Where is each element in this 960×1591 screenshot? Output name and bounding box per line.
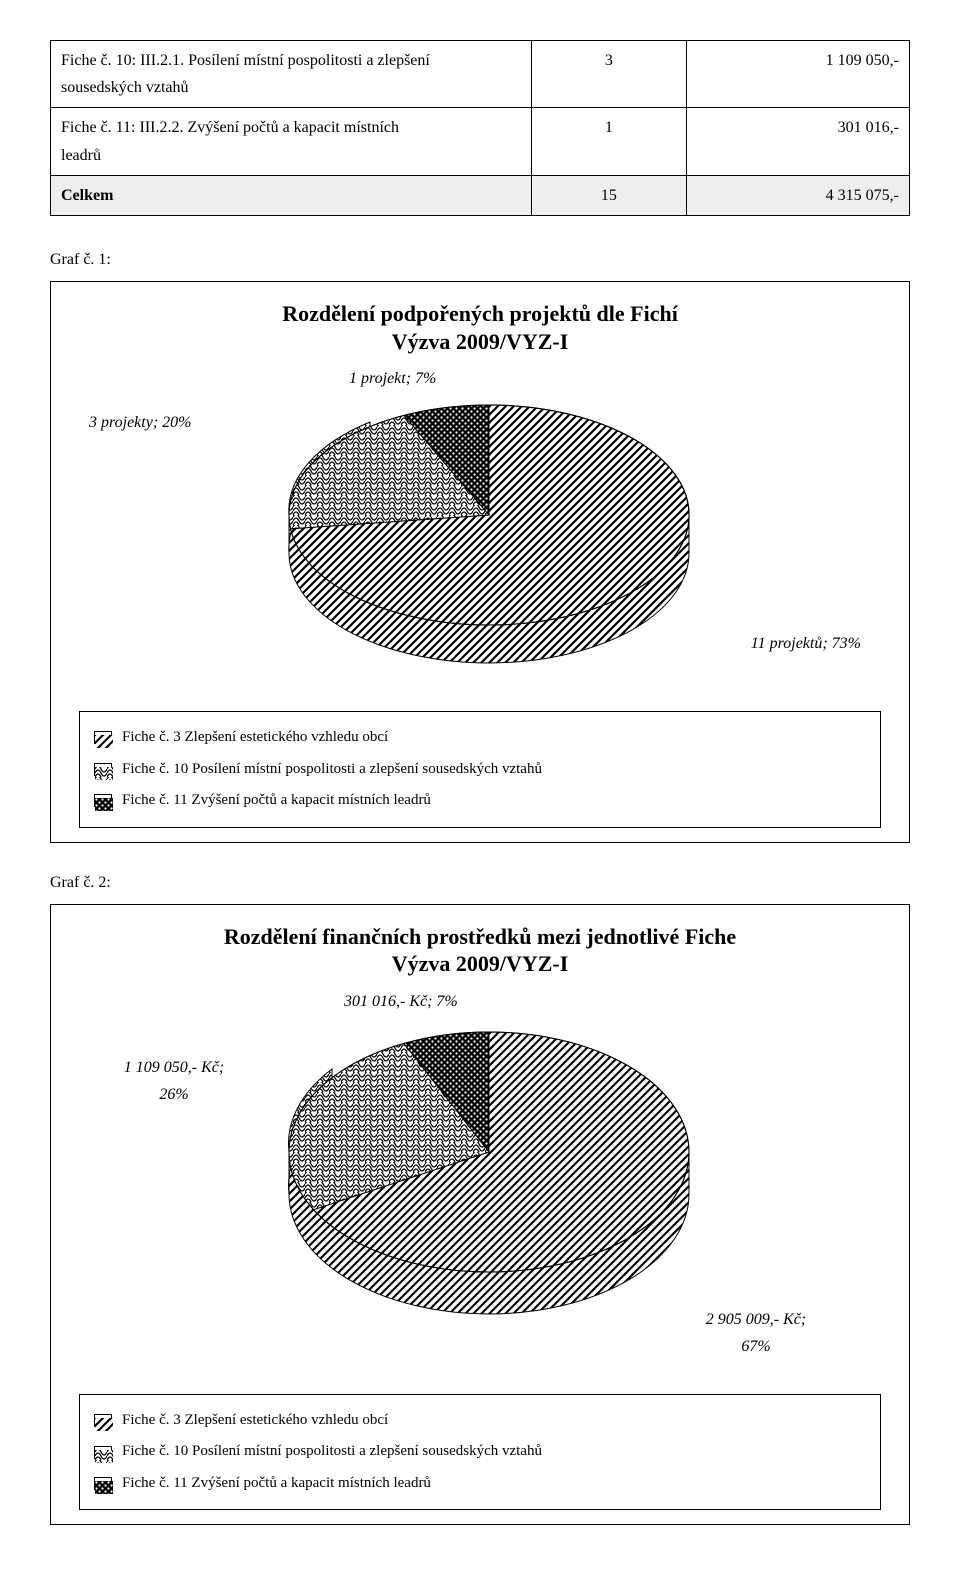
chart2-callout-left: 1 109 050,- Kč; 26% — [89, 1054, 259, 1108]
total-label: Celkem — [51, 175, 532, 215]
legend-label: Fiche č. 3 Zlepšení estetického vzhledu … — [122, 725, 388, 751]
row-amount: 1 109 050,- — [686, 41, 909, 108]
table-row: Fiche č. 10: III.2.1. Posílení místní po… — [51, 41, 910, 108]
chart2-callout-top: 301 016,- Kč; 7% — [344, 988, 458, 1015]
chart1-callout-top: 1 projekt; 7% — [349, 365, 436, 392]
chart1-legend: Fiche č. 3 Zlepšení estetického vzhledu … — [79, 711, 881, 828]
chart2-callout-left-l1: 1 109 050,- Kč; — [124, 1059, 224, 1076]
legend-item: Fiche č. 3 Zlepšení estetického vzhledu … — [94, 1405, 866, 1437]
row-count: 1 — [532, 108, 687, 175]
pie-chart-1-svg — [269, 395, 709, 675]
chart1-title-l1: Rozdělení podpořených projektů dle Fichí — [282, 301, 678, 326]
chart2-frame: Rozdělení finančních prostředků mezi jed… — [50, 904, 910, 1526]
desc-line2: leadrů — [61, 147, 101, 164]
chart2-area: 301 016,- Kč; 7% 1 109 050,- Kč; 26% — [79, 988, 881, 1388]
graf1-label: Graf č. 1: — [50, 246, 910, 273]
row-amount: 301 016,- — [686, 108, 909, 175]
chart1-title: Rozdělení podpořených projektů dle Fichí… — [79, 300, 881, 355]
legend-label: Fiche č. 10 Posílení místní pospolitosti… — [122, 1439, 542, 1465]
chart1-pie — [269, 395, 709, 675]
chart2-callout-right-l2: 67% — [741, 1338, 770, 1355]
total-amount: 4 315 075,- — [686, 175, 909, 215]
legend-item: Fiche č. 11 Zvýšení počtů a kapacit míst… — [94, 785, 866, 817]
legend-swatch-diag — [94, 1414, 112, 1427]
summary-table: Fiche č. 10: III.2.1. Posílení místní po… — [50, 40, 910, 216]
chart1-callout-left: 3 projekty; 20% — [89, 409, 191, 436]
chart2-callout-right: 2 905 009,- Kč; 67% — [671, 1306, 841, 1360]
chart2-callout-right-l1: 2 905 009,- Kč; — [706, 1311, 806, 1328]
chart1-callout-right: 11 projektů; 73% — [751, 630, 861, 657]
chart1-title-l2: Výzva 2009/VYZ-I — [392, 329, 569, 354]
total-count: 15 — [532, 175, 687, 215]
table-row: Fiche č. 11: III.2.2. Zvýšení počtů a ka… — [51, 108, 910, 175]
legend-label: Fiche č. 3 Zlepšení estetického vzhledu … — [122, 1408, 388, 1434]
row-desc: Fiche č. 10: III.2.1. Posílení místní po… — [51, 41, 532, 108]
chart1-frame: Rozdělení podpořených projektů dle Fichí… — [50, 281, 910, 843]
graf2-label: Graf č. 2: — [50, 869, 910, 896]
pie-chart-2-svg — [269, 1022, 709, 1322]
legend-label: Fiche č. 10 Posílení místní pospolitosti… — [122, 757, 542, 783]
chart2-title-l2: Výzva 2009/VYZ-I — [392, 951, 569, 976]
chart2-title-l1: Rozdělení finančních prostředků mezi jed… — [224, 924, 736, 949]
desc-line1: Fiche č. 10: III.2.1. Posílení místní po… — [61, 52, 430, 69]
legend-swatch-wave — [94, 1446, 112, 1459]
chart2-pie — [269, 1022, 709, 1322]
legend-swatch-diag — [94, 731, 112, 744]
chart1-area: 1 projekt; 7% 3 projekty; 20% — [79, 365, 881, 705]
row-count: 3 — [532, 41, 687, 108]
desc-line1: Fiche č. 11: III.2.2. Zvýšení počtů a ka… — [61, 119, 399, 136]
row-desc: Fiche č. 11: III.2.2. Zvýšení počtů a ka… — [51, 108, 532, 175]
legend-label: Fiche č. 11 Zvýšení počtů a kapacit míst… — [122, 788, 431, 814]
legend-item: Fiche č. 10 Posílení místní pospolitosti… — [94, 1436, 866, 1468]
legend-swatch-wave — [94, 763, 112, 776]
legend-item: Fiche č. 10 Posílení místní pospolitosti… — [94, 754, 866, 786]
legend-swatch-dots — [94, 794, 112, 807]
legend-item: Fiche č. 3 Zlepšení estetického vzhledu … — [94, 722, 866, 754]
legend-label: Fiche č. 11 Zvýšení počtů a kapacit míst… — [122, 1471, 431, 1497]
chart2-title: Rozdělení finančních prostředků mezi jed… — [79, 923, 881, 978]
chart2-callout-left-l2: 26% — [159, 1086, 188, 1103]
desc-line2: sousedských vztahů — [61, 79, 189, 96]
chart2-legend: Fiche č. 3 Zlepšení estetického vzhledu … — [79, 1394, 881, 1511]
legend-item: Fiche č. 11 Zvýšení počtů a kapacit míst… — [94, 1468, 866, 1500]
table-total-row: Celkem 15 4 315 075,- — [51, 175, 910, 215]
legend-swatch-dots — [94, 1477, 112, 1490]
